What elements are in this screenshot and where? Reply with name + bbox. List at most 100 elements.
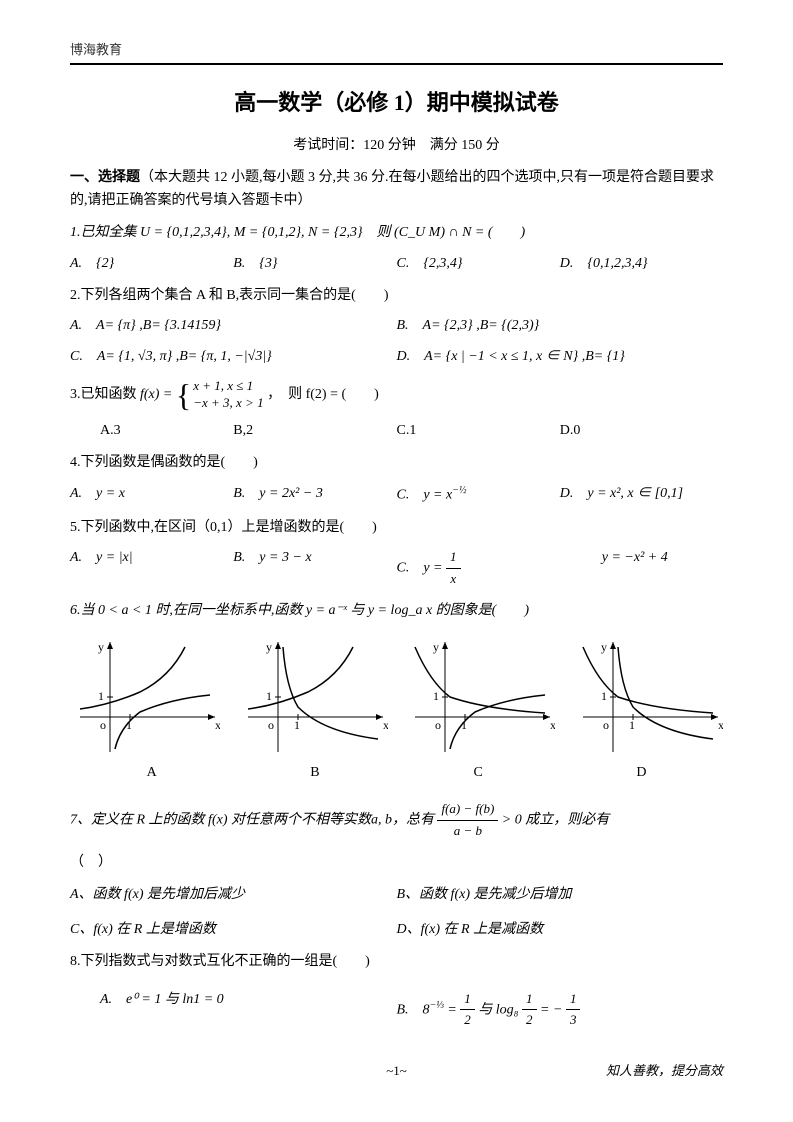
- q8-b-num3: 1: [566, 989, 581, 1011]
- q8-opt-a: A. e⁰ = 1 与 ln1 = 0: [70, 989, 397, 1032]
- svg-text:1: 1: [98, 689, 104, 703]
- q7-pre: 7、定义在 R 上的函数 f(x) 对任意两个不相等实数a, b，总有: [70, 813, 437, 828]
- q4-c-pre: C. y = x: [397, 487, 453, 502]
- q3-piecewise: { x + 1, x ≤ 1 −x + 3, x > 1: [176, 378, 264, 412]
- question-5: 5.下列函数中,在区间（0,1）上是增函数的是( ) A. y = |x| B.…: [70, 517, 723, 590]
- q8-b-sup: −⅓: [430, 1000, 444, 1011]
- svg-text:x: x: [550, 718, 555, 732]
- svg-text:o: o: [603, 718, 609, 732]
- q8-b-num1: 1: [460, 989, 475, 1011]
- q8-b-den2: 2: [522, 1010, 537, 1031]
- q2-options-row1: A. A= {π} ,B= {3.14159} B. A= {2,3} ,B= …: [70, 315, 723, 337]
- q4-text: 4.下列函数是偶函数的是( ): [70, 452, 723, 474]
- svg-text:o: o: [435, 718, 441, 732]
- q7-frac: f(a) − f(b) a − b: [437, 799, 498, 842]
- q5-c-num: 1: [446, 547, 461, 569]
- q6-graph-c: o x y 1 1: [405, 637, 555, 757]
- q5-opt-a: A. y = |x|: [70, 547, 233, 590]
- question-4: 4.下列函数是偶函数的是( ) A. y = x B. y = 2x² − 3 …: [70, 452, 723, 506]
- brace-icon: {: [176, 379, 191, 411]
- q5-text: 5.下列函数中,在区间（0,1）上是增函数的是( ): [70, 517, 723, 539]
- svg-text:o: o: [268, 718, 274, 732]
- question-6: 6.当 0 < a < 1 时,在同一坐标系中,函数 y = a⁻ˣ 与 y =…: [70, 600, 723, 785]
- svg-text:x: x: [383, 718, 388, 732]
- q4-c-sup: −½: [452, 485, 466, 496]
- svg-text:o: o: [100, 718, 106, 732]
- q2-options-row2: C. A= {1, √3, π} ,B= {π, 1, −|√3|} D. A=…: [70, 346, 723, 368]
- q7-options-row1: A、函数 f(x) 是先增加后减少 B、函数 f(x) 是先减少后增加: [70, 884, 723, 906]
- q8-text: 8.下列指数式与对数式互化不正确的一组是( ): [70, 951, 723, 973]
- q3-post: ， 则 f(2) = ( ): [267, 387, 379, 402]
- q8-b-frac2: 1 2: [522, 989, 537, 1032]
- q7-line1: 7、定义在 R 上的函数 f(x) 对任意两个不相等实数a, b，总有 f(a)…: [70, 799, 723, 842]
- q8-b-den1: 2: [460, 1010, 475, 1031]
- q4-opt-b: B. y = 2x² − 3: [233, 483, 396, 507]
- q4-options: A. y = x B. y = 2x² − 3 C. y = x−½ D. y …: [70, 483, 723, 507]
- q5-opt-c: C. y = 1 x: [397, 547, 560, 590]
- q7-blank: （ ）: [70, 852, 723, 874]
- svg-text:1: 1: [601, 689, 607, 703]
- footer-motto: 知人善教，提分高效: [505, 1061, 723, 1082]
- q7-opt-d: D、f(x) 在 R 上是减函数: [397, 919, 724, 941]
- brand: 博海教育: [70, 42, 122, 57]
- question-2: 2.下列各组两个集合 A 和 B,表示同一集合的是( ) A. A= {π} ,…: [70, 285, 723, 368]
- q3-text: 3.已知函数 f(x) = { x + 1, x ≤ 1 −x + 3, x >…: [70, 378, 723, 412]
- question-8: 8.下列指数式与对数式互化不正确的一组是( ) A. e⁰ = 1 与 ln1 …: [70, 951, 723, 1031]
- q3-case2: −x + 3, x > 1: [193, 395, 263, 410]
- question-1: 1.已知全集 U = {0,1,2,3,4}, M = {0,1,2}, N =…: [70, 222, 723, 275]
- svg-text:y: y: [601, 640, 607, 654]
- q8-b-num2: 1: [522, 989, 537, 1011]
- svg-text:x: x: [215, 718, 220, 732]
- document-title: 高一数学（必修 1）期中模拟试卷: [70, 85, 723, 120]
- q3-cases: x + 1, x ≤ 1 −x + 3, x > 1: [193, 378, 263, 412]
- q1-text: 1.已知全集 U = {0,1,2,3,4}, M = {0,1,2}, N =…: [70, 222, 723, 244]
- section1-instructions: 一、选择题（本大题共 12 小题,每小题 3 分,共 36 分.在每小题给出的四…: [70, 167, 723, 212]
- q1-opt-c: C. {2,3,4}: [397, 253, 560, 275]
- q1-opt-d: D. {0,1,2,3,4}: [560, 253, 723, 275]
- q6-graph-a: o x y 1 1: [70, 637, 220, 757]
- q1-opt-b: B. {3}: [233, 253, 396, 275]
- q6-label-b: B: [233, 762, 396, 784]
- q4-opt-c: C. y = x−½: [397, 483, 560, 507]
- section1-title: 一、选择题: [70, 170, 140, 185]
- svg-text:1: 1: [433, 689, 439, 703]
- q8-b-mid: =: [444, 1002, 460, 1017]
- svg-text:y: y: [433, 640, 439, 654]
- svg-text:x: x: [718, 718, 723, 732]
- page-footer: ~1~ 知人善教，提分高效: [70, 1061, 723, 1082]
- q3-pre: 3.已知函数: [70, 387, 140, 402]
- q8-options: A. e⁰ = 1 与 ln1 = 0 B. 8−⅓ = 1 2 与 log₈ …: [70, 989, 723, 1032]
- q3-opt-c: C.1: [397, 420, 560, 442]
- q8-b-mid2: 与 log₈: [478, 1002, 522, 1017]
- question-3: 3.已知函数 f(x) = { x + 1, x ≤ 1 −x + 3, x >…: [70, 378, 723, 442]
- q2-opt-a: A. A= {π} ,B= {3.14159}: [70, 315, 397, 337]
- q4-opt-a: A. y = x: [70, 483, 233, 507]
- q2-opt-d: D. A= {x | −1 < x ≤ 1, x ∈ N} ,B= {1}: [397, 346, 724, 368]
- q6-label-c: C: [397, 762, 560, 784]
- q3-fx: f(x) =: [140, 387, 176, 402]
- q3-opt-d: D.0: [560, 420, 723, 442]
- section1-note: （本大题共 12 小题,每小题 3 分,共 36 分.在每小题给出的四个选项中,…: [70, 170, 714, 207]
- q8-b-frac3: 1 3: [566, 989, 581, 1032]
- q1-opt-a: A. {2}: [70, 253, 233, 275]
- page-header: 博海教育: [70, 40, 723, 65]
- q6-graph-b: o x y 1 1: [238, 637, 388, 757]
- q8-b-mid3: = −: [540, 1002, 562, 1017]
- q6-label-d: D: [560, 762, 723, 784]
- q2-opt-b: B. A= {2,3} ,B= {(2,3)}: [397, 315, 724, 337]
- q5-c-frac: 1 x: [446, 547, 461, 590]
- q8-b-frac1: 1 2: [460, 989, 475, 1032]
- q6-graph-d: o x y 1 1: [573, 637, 723, 757]
- q7-opt-c: C、f(x) 在 R 上是增函数: [70, 919, 397, 941]
- q2-opt-c: C. A= {1, √3, π} ,B= {π, 1, −|√3|}: [70, 346, 397, 368]
- q3-case1: x + 1, x ≤ 1: [193, 378, 253, 393]
- q3-options: A.3 B,2 C.1 D.0: [70, 420, 723, 442]
- q8-b-den3: 3: [566, 1010, 581, 1031]
- question-7: 7、定义在 R 上的函数 f(x) 对任意两个不相等实数a, b，总有 f(a)…: [70, 799, 723, 941]
- svg-text:1: 1: [266, 689, 272, 703]
- q5-c-den: x: [446, 569, 461, 590]
- q7-den: a − b: [437, 821, 498, 842]
- q6-graphs: o x y 1 1 o x y 1 1: [70, 637, 723, 757]
- q8-opt-b: B. 8−⅓ = 1 2 与 log₈ 1 2 = − 1 3: [397, 989, 724, 1032]
- page-number: ~1~: [288, 1061, 506, 1082]
